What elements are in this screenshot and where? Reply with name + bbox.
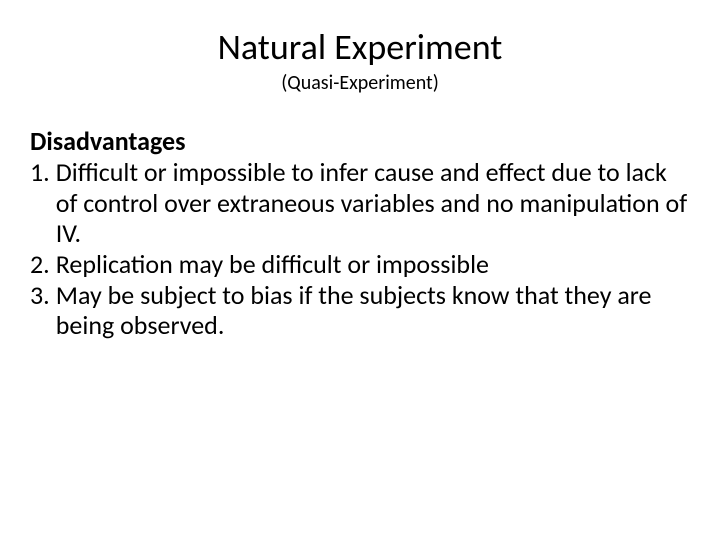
list-text: Replication may be difficult or impossib…: [50, 249, 489, 280]
list-text: May be subject to bias if the subjects k…: [50, 280, 690, 341]
list-item: 3. May be subject to bias if the subject…: [30, 280, 690, 341]
list-number: 2.: [30, 249, 50, 280]
slide-subtitle: (Quasi-Experiment): [30, 71, 690, 95]
slide-title: Natural Experiment: [30, 25, 690, 69]
slide-container: Natural Experiment (Quasi-Experiment) Di…: [0, 0, 720, 540]
list-number: 3.: [30, 280, 50, 341]
list-text: Difficult or impossible to infer cause a…: [50, 157, 690, 249]
list-item: 1. Difficult or impossible to infer caus…: [30, 157, 690, 249]
list-item: 2. Replication may be difficult or impos…: [30, 249, 690, 280]
body-content: 1. Difficult or impossible to infer caus…: [30, 157, 690, 341]
list-number: 1.: [30, 157, 50, 249]
section-heading: Disadvantages: [30, 125, 690, 157]
